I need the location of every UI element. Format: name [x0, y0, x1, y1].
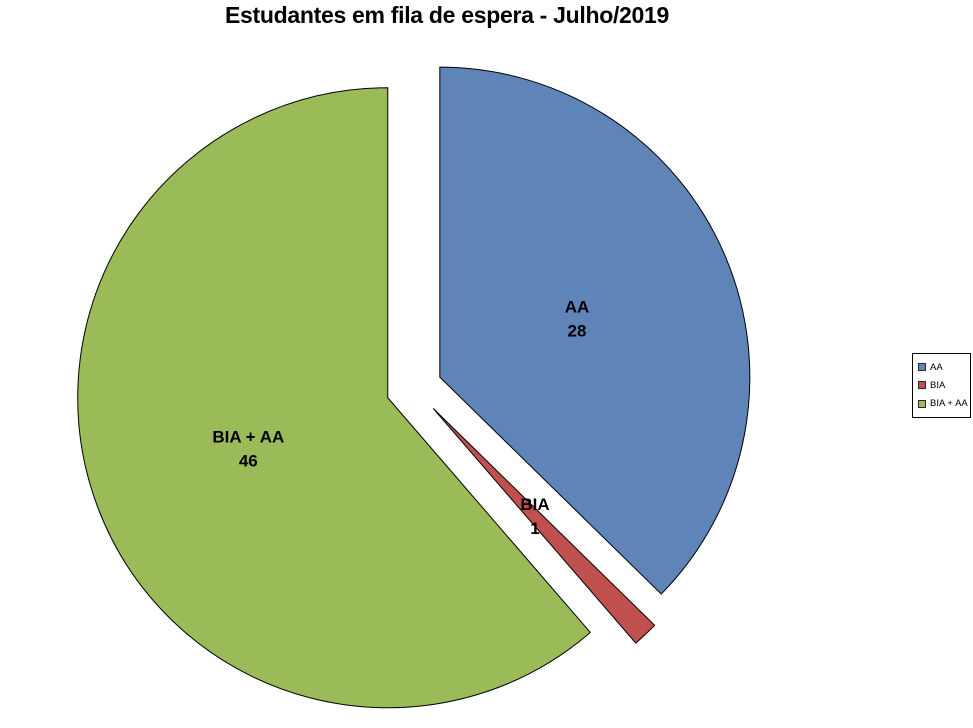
legend-label-aa: AA	[930, 361, 943, 373]
legend-item-bia-aa: BIA + AA	[918, 398, 968, 409]
chart-legend: AA BIA BIA + AA	[912, 353, 971, 418]
legend-swatch-bia-aa	[918, 399, 926, 408]
legend-item-bia: BIA	[918, 380, 968, 391]
slice-label-aa: AA 28	[565, 298, 590, 341]
slice-label-bia: BIA 1	[520, 495, 549, 538]
pie-slice-bia	[432, 408, 656, 644]
legend-label-bia: BIA	[930, 379, 946, 391]
chart-title: Estudantes em fila de espera - Julho/201…	[224, 2, 670, 28]
legend-swatch-aa	[918, 363, 926, 372]
pie-slice-bia-aa	[77, 87, 592, 709]
slice-label-bia-aa: BIA + AA 46	[212, 428, 284, 471]
pie-slice-aa	[439, 66, 751, 595]
legend-label-bia-aa: BIA + AA	[930, 398, 968, 410]
legend-swatch-bia	[918, 381, 926, 390]
legend-item-aa: AA	[918, 362, 968, 373]
